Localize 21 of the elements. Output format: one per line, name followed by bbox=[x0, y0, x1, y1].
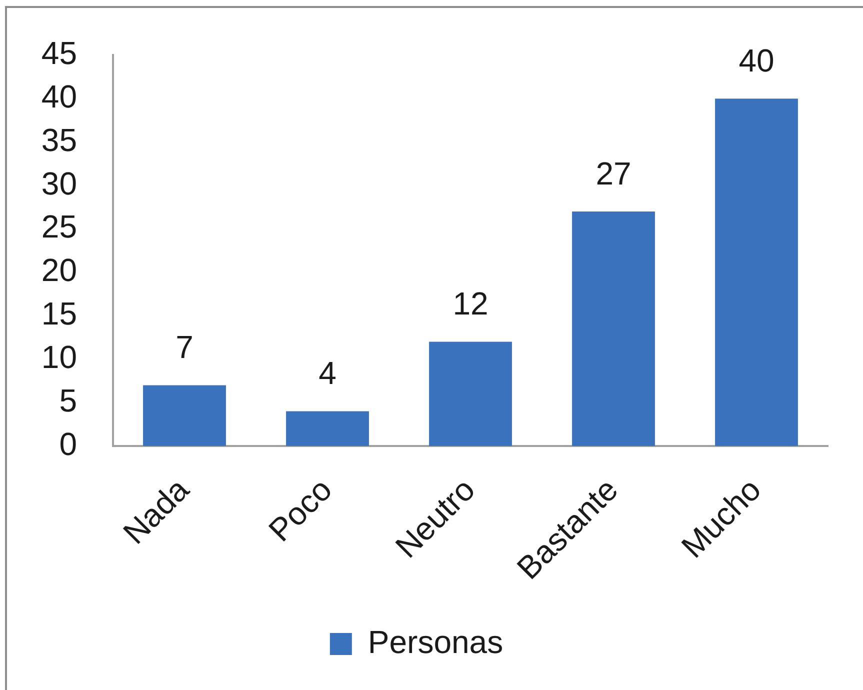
y-tick-label: 45 bbox=[41, 35, 77, 72]
y-tick-label: 35 bbox=[41, 122, 77, 158]
data-label: 40 bbox=[738, 42, 774, 78]
bar bbox=[715, 98, 798, 446]
y-tick-label: 20 bbox=[41, 252, 77, 288]
data-label: 12 bbox=[452, 286, 488, 322]
data-label: 27 bbox=[596, 155, 632, 192]
data-label: 4 bbox=[318, 355, 336, 392]
y-tick-label: 0 bbox=[59, 426, 77, 462]
legend-label: Personas bbox=[368, 624, 504, 660]
bar bbox=[143, 385, 226, 446]
y-tick-label: 15 bbox=[41, 296, 77, 332]
y-tick-label: 25 bbox=[41, 208, 77, 245]
y-tick-label: 30 bbox=[41, 165, 77, 202]
bar bbox=[572, 212, 655, 446]
y-tick-label: 10 bbox=[41, 338, 77, 375]
bar bbox=[429, 342, 512, 446]
y-tick-label: 40 bbox=[41, 78, 77, 114]
bar bbox=[286, 411, 369, 446]
y-tick-label: 5 bbox=[59, 382, 77, 418]
data-label: 7 bbox=[176, 329, 194, 366]
